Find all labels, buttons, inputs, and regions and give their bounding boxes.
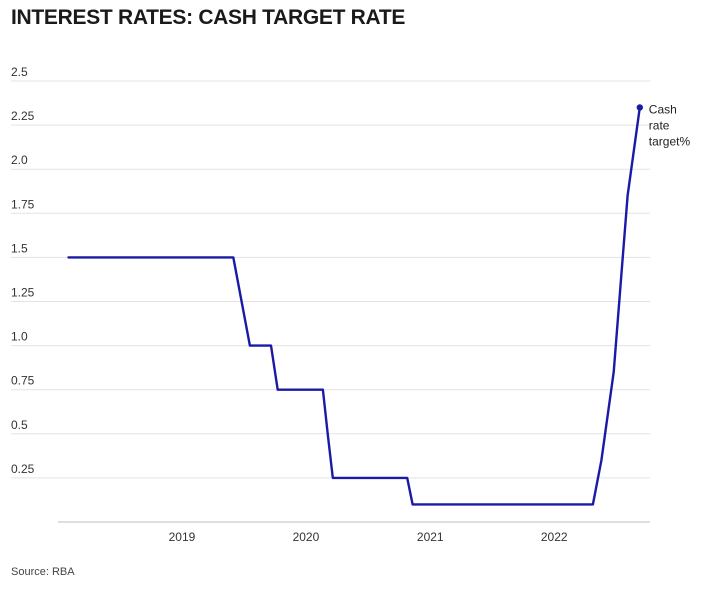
series-line-cash-rate — [67, 106, 641, 506]
y-tick-label: 1.75 — [11, 197, 35, 211]
x-tick-label: 2019 — [169, 530, 196, 544]
y-tick-label: 0.5 — [11, 418, 28, 432]
y-tick-label: 2.25 — [11, 109, 35, 123]
chart-source: Source: RBA — [11, 566, 75, 578]
series-end-point — [636, 104, 644, 111]
y-tick-label: 0.25 — [11, 462, 35, 476]
y-tick-label: 1.25 — [11, 286, 35, 300]
y-tick-label: 0.75 — [11, 374, 35, 388]
x-tick-label: 2020 — [293, 530, 320, 544]
y-tick-label: 2.5 — [11, 65, 28, 79]
y-tick-label: 1.0 — [11, 330, 28, 344]
y-tick-label: 1.5 — [11, 241, 28, 255]
chart-title: INTEREST RATES: CASH TARGET RATE — [11, 6, 406, 29]
x-tick-label: 2021 — [417, 530, 444, 544]
y-tick-label: 2.0 — [11, 153, 28, 167]
series-label: Cash rate target% — [649, 102, 691, 148]
x-tick-label: 2022 — [541, 530, 568, 544]
